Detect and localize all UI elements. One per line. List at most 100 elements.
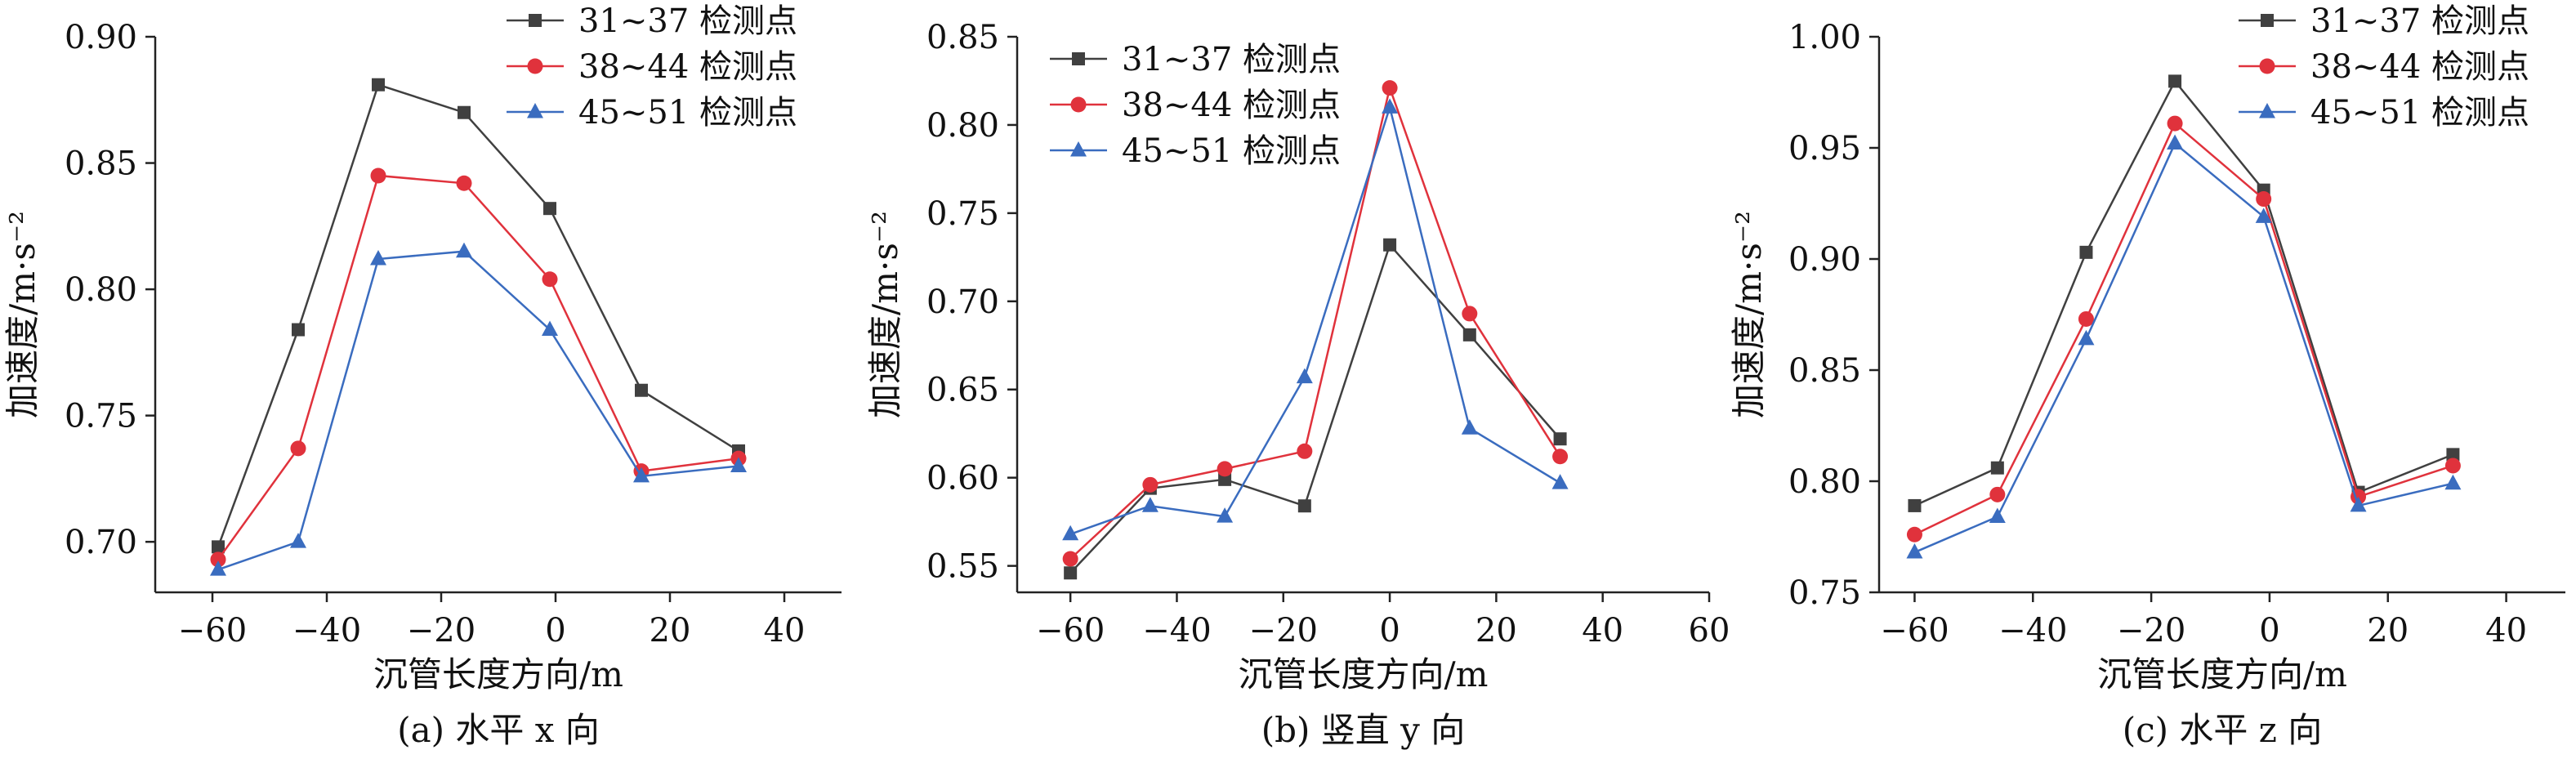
y-tick-label: 0.75 [926, 195, 999, 233]
data-point [1382, 80, 1398, 96]
x-tick-label: −60 [178, 612, 247, 650]
data-point [1989, 486, 2006, 502]
x-tick-label: −40 [1998, 612, 2067, 650]
data-point [1908, 498, 1922, 512]
legend-marker [1072, 52, 1085, 65]
data-point [2256, 191, 2272, 208]
data-point [1906, 526, 1922, 542]
legend-marker [529, 14, 542, 27]
data-point [292, 323, 305, 337]
panel-caption: (b) 竖直 y 向 [1261, 710, 1465, 750]
legend-label: 31~37 检测点 [2310, 2, 2529, 40]
x-tick-label: 0 [2259, 612, 2279, 650]
chart-panel-b: −60 −40 −20 0 20 40 60 0.55 0.60 0.65 0.70 0.75 0.80… [865, 19, 1730, 750]
data-point [2079, 245, 2093, 259]
series-3 [210, 242, 747, 576]
legend-marker [527, 103, 543, 118]
data-point [1990, 461, 2004, 475]
data-point [458, 105, 471, 119]
legend-label: 45~51 检测点 [1122, 132, 1341, 170]
x-tick-label: −60 [1880, 612, 1949, 650]
x-tick-label: 60 [1689, 612, 1730, 650]
legend-entry: 31~37 检测点 [2239, 2, 2529, 40]
data-point [370, 167, 386, 184]
data-point [212, 540, 225, 554]
legend-marker [2261, 14, 2274, 27]
data-point [2350, 496, 2367, 512]
x-tick-label: −40 [292, 612, 361, 650]
series-2 [210, 167, 747, 568]
data-point [542, 271, 558, 288]
y-tick-label: 0.85 [1788, 352, 1861, 390]
y-tick-label: 1.00 [1788, 19, 1861, 56]
legend-label: 45~51 检测点 [578, 94, 797, 132]
data-point [372, 78, 385, 92]
y-axis-label: 加速度/m·s⁻² [865, 211, 905, 418]
legend-label: 38~44 检测点 [578, 48, 797, 86]
legend-entry: 45~51 检测点 [1050, 132, 1341, 170]
data-point [730, 457, 747, 472]
y-tick-label: 0.70 [926, 284, 999, 321]
legend-entry: 45~51 检测点 [507, 94, 797, 132]
series-line [217, 250, 739, 571]
data-point [1217, 507, 1234, 523]
data-point [2255, 208, 2272, 223]
data-point [2168, 74, 2182, 88]
x-tick-label: −20 [2117, 612, 2185, 650]
x-tick-label: −40 [1142, 612, 1211, 650]
y-tick-label: 0.80 [1788, 463, 1861, 501]
legend-marker [1070, 96, 1087, 113]
series-3 [1062, 98, 1569, 541]
y-tick-label: 0.95 [1788, 130, 1861, 167]
data-point [1062, 551, 1078, 567]
x-tick-label: −20 [1249, 612, 1318, 650]
data-point [1218, 472, 1232, 486]
data-point [1553, 432, 1567, 446]
legend-label: 45~51 检测点 [2310, 94, 2529, 132]
legend-marker [2259, 58, 2275, 74]
legend-entry: 38~44 检测点 [507, 48, 797, 86]
data-point [2444, 474, 2462, 490]
x-tick-label: 20 [650, 612, 691, 650]
data-point [2078, 329, 2095, 346]
data-point [1989, 507, 2006, 524]
data-point [2167, 115, 2183, 132]
series-2 [1062, 80, 1569, 567]
data-point [290, 440, 306, 457]
data-point [210, 560, 226, 576]
y-axis-label: 加速度/m·s⁻² [2, 211, 42, 418]
y-tick-label: 0.70 [65, 524, 137, 561]
data-point [290, 533, 306, 548]
data-point [1141, 497, 1159, 512]
legend-entry: 31~37 检测点 [1050, 41, 1341, 78]
y-axis-label: 加速度/m·s⁻² [1729, 211, 1769, 418]
x-axis-label: 沉管长度方向/m [2097, 654, 2347, 694]
x-axis-label: 沉管长度方向/m [1239, 654, 1489, 694]
data-point [1383, 238, 1397, 252]
data-point [1064, 566, 1078, 580]
legend-entry: 38~44 检测点 [2239, 48, 2529, 86]
data-point [2444, 458, 2461, 474]
y-tick-label: 0.85 [926, 19, 999, 56]
data-point [1462, 328, 1476, 342]
series-1 [212, 78, 745, 554]
y-tick-label: 0.75 [1788, 574, 1861, 612]
x-tick-label: 40 [764, 612, 806, 650]
data-point [1382, 98, 1399, 114]
data-point [633, 467, 650, 483]
data-point [1217, 461, 1233, 477]
legend-entry: 45~51 检测点 [2239, 94, 2529, 132]
data-point [635, 383, 648, 397]
x-tick-label: 40 [2485, 612, 2527, 650]
x-tick-label: 0 [545, 612, 565, 650]
panel-caption: (c) 水平 z 向 [2123, 710, 2322, 750]
x-tick-label: 20 [2367, 612, 2409, 650]
x-tick-label: −60 [1036, 612, 1105, 650]
y-tick-label: 0.75 [65, 398, 137, 435]
series-3 [1906, 134, 2462, 559]
y-tick-label: 0.80 [65, 271, 137, 309]
x-tick-label: −20 [407, 612, 475, 650]
data-point [1552, 449, 1569, 465]
chart-panel-a: −60 −40 −20 0 20 40 0.70 0.75 0.80 0.85 0.90 沉管长度方向… [2, 2, 842, 750]
